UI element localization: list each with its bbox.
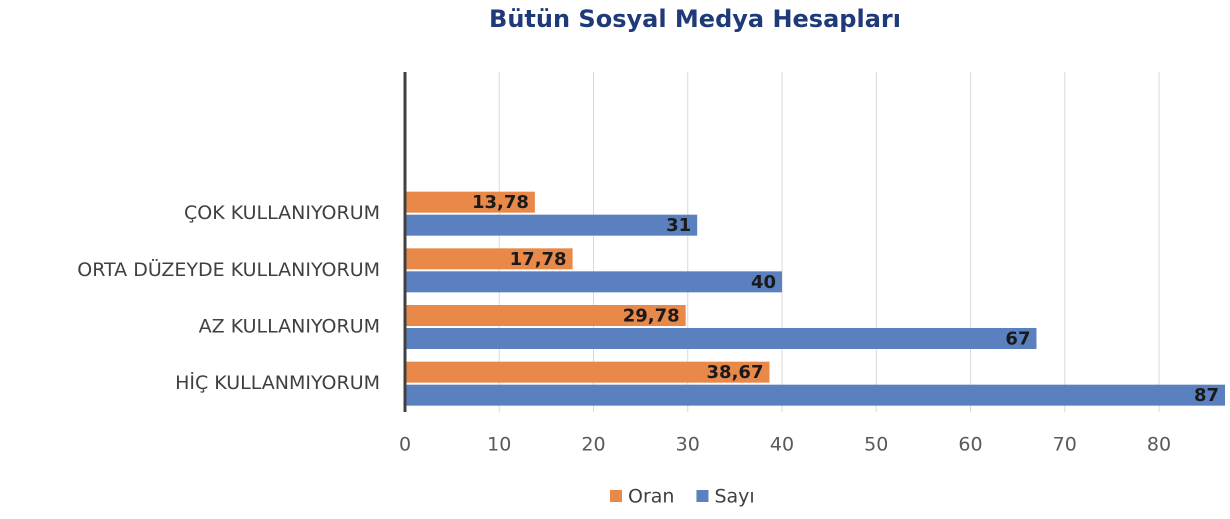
y-tick-label: ORTA DÜZEYDE KULLANIYORUM [77,258,380,281]
y-tick-label: AZ KULLANIYORUM [199,316,380,338]
data-label: 38,67 [707,362,764,383]
legend-swatch [610,490,622,502]
data-label: 29,78 [623,306,680,327]
x-tick-label: 50 [864,434,888,456]
x-tick-label: 70 [1053,434,1077,456]
legend-label: Sayı [714,486,754,508]
bar [405,328,1037,349]
data-label: 40 [751,272,776,293]
data-label: 17,78 [510,249,567,270]
data-label: 87 [1194,385,1219,406]
y-tick-label: HİÇ KULLANMIYORUM [175,371,380,394]
x-tick-label: 80 [1147,434,1171,456]
x-tick-label: 0 [399,434,411,456]
data-label: 67 [1005,329,1030,350]
data-label: 31 [666,215,691,236]
y-tick-label: ÇOK KULLANIYORUM [184,202,380,224]
x-tick-label: 60 [958,434,982,456]
bar [405,361,770,383]
bar [405,248,573,270]
legend-swatch [696,490,709,502]
bar [405,191,535,213]
x-tick-label: 30 [676,434,700,456]
bar [405,214,698,236]
legend-label: Oran [628,486,674,508]
data-label: 13,78 [472,192,529,213]
bar [405,305,686,326]
x-tick-label: 20 [581,434,605,456]
x-tick-label: 10 [487,434,511,456]
bar [405,384,1225,406]
bar [405,271,783,293]
x-tick-label: 40 [770,434,794,456]
chart-title: Bütün Sosyal Medya Hesapları [489,5,901,33]
